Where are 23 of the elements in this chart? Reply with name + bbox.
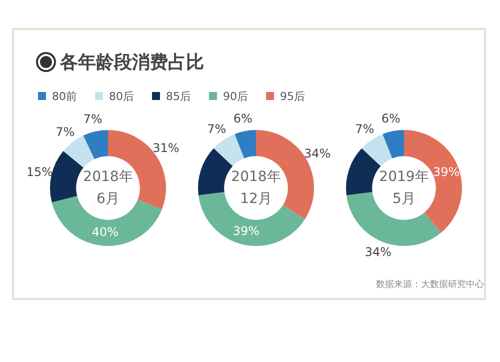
legend-label: 85后 <box>165 88 191 104</box>
source-note: 数据来源：大数据研究中心 <box>376 278 484 291</box>
data-label: 7% <box>56 124 75 139</box>
chart-title: 各年龄段消费占比 <box>60 51 204 74</box>
data-label: 31% <box>152 140 180 155</box>
data-label: 6% <box>233 111 252 126</box>
data-label: 34% <box>304 146 331 160</box>
legend-label: 80后 <box>108 88 134 104</box>
data-label: 15% <box>26 164 54 179</box>
data-label: 39% <box>232 224 260 238</box>
data-label: 6% <box>381 111 400 126</box>
text: 2018年 6月 <box>82 168 134 209</box>
legend-label: 90后 <box>222 88 248 104</box>
data-label: 7% <box>83 112 102 126</box>
legend-label: 80前 <box>51 88 77 104</box>
text: 2019年 5月 <box>378 168 430 209</box>
legend-label: 95后 <box>279 88 305 104</box>
data-label: 40% <box>92 224 119 239</box>
data-label: 39% <box>432 164 460 179</box>
text: 2018年 12月 <box>230 168 282 209</box>
data-label: 34% <box>364 245 392 260</box>
data-label: 7% <box>355 122 374 136</box>
data-label: 7% <box>207 122 226 136</box>
